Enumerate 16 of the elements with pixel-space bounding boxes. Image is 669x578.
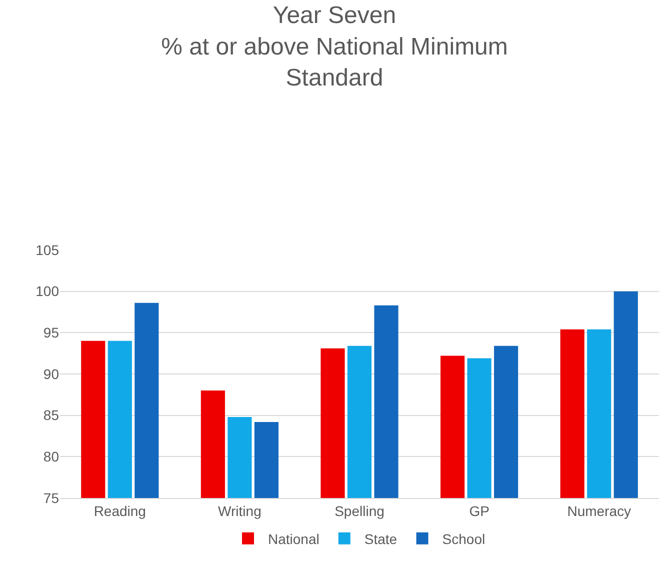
y-tick-label: 85 [43,407,60,424]
legend-label: School [442,530,486,547]
y-tick-label: 75 [43,490,60,506]
legend-label: National [268,530,320,547]
chart-title: Year Seven % at or above National Minimum Standard [161,2,508,92]
y-tick-label: 95 [43,324,60,341]
y-tick-label: 105 [36,242,60,258]
legend-label: State [364,530,398,547]
x-tick-label: Reading [94,502,146,519]
x-tick-label: Numeracy [567,502,631,519]
x-tick-label: GP [469,502,490,519]
x-tick-label: Spelling [334,502,384,519]
y-tick-label: 100 [36,283,60,300]
y-tick-label: 80 [43,448,60,465]
x-tick-label: Writing [218,502,262,519]
y-tick-label: 90 [43,366,60,382]
